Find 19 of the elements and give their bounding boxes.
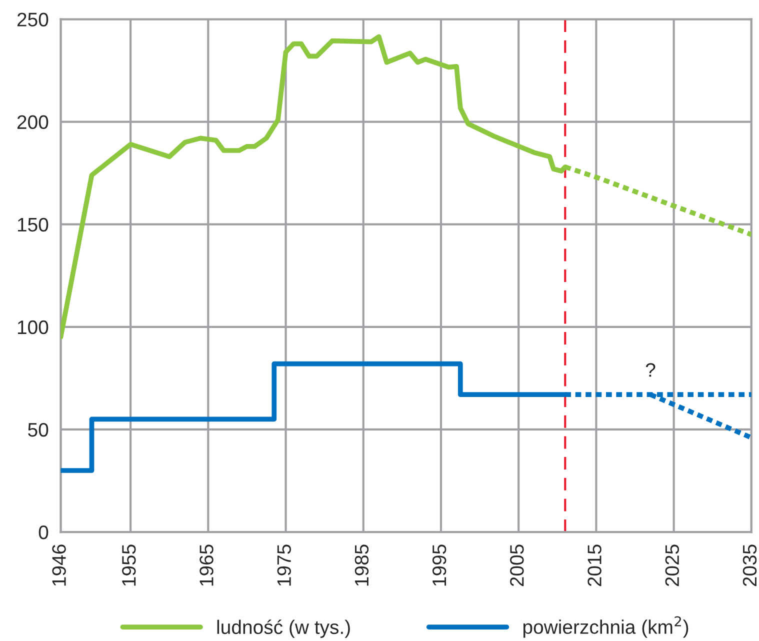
legend-label: ludność (w tys.) [217, 620, 350, 638]
x-tick-label: 1955 [122, 544, 136, 586]
x-tick-label: 2005 [510, 544, 524, 586]
legend-label: powierzchnia (km$^{2}$) [523, 616, 688, 638]
x-tick-label: 2015 [588, 544, 602, 586]
x-tick-label: 1995 [432, 544, 446, 586]
x-tick-label: 2025 [665, 544, 680, 586]
x-tick-label: 1985 [354, 544, 369, 586]
y-tick-label: 100 [18, 320, 48, 334]
y-tick-label: 200 [17, 115, 48, 130]
y-tick-label: 50 [28, 422, 48, 437]
x-tick-label: 2035 [742, 544, 757, 586]
annotation: ? [646, 363, 656, 377]
x-tick-label: 1975 [277, 544, 291, 586]
y-tick-label: 0 [38, 526, 48, 540]
x-tick-label: 1965 [200, 544, 214, 586]
y-tick-label: 250 [17, 12, 48, 26]
x-tick-label: 1946 [52, 544, 66, 586]
y-tick-label: 150 [18, 218, 48, 232]
